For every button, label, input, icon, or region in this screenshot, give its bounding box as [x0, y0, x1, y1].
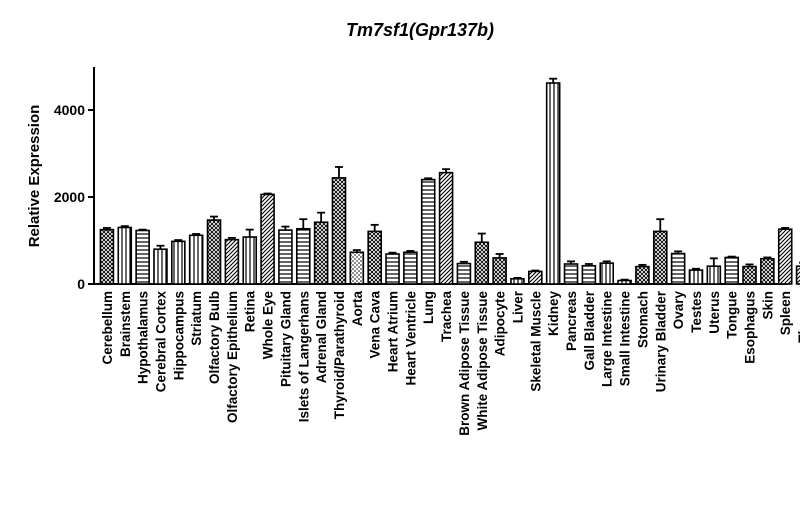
- bar: [331, 177, 347, 285]
- bar: [545, 82, 561, 285]
- bar: [295, 227, 311, 285]
- category-label: Small Intestine: [618, 291, 633, 387]
- category-label: Stomach: [635, 291, 650, 348]
- bar: [563, 263, 579, 285]
- category-label: Hypothalamus: [136, 291, 151, 384]
- bar: [492, 257, 507, 285]
- category-label: Uterus: [707, 291, 722, 334]
- y-tick-label: 2000: [54, 189, 85, 205]
- category-label: Retina: [243, 291, 258, 333]
- category-label: Islets of Langerhans: [296, 291, 311, 422]
- bar: [260, 193, 275, 285]
- category-label: Thyroid/Parathyroid: [332, 291, 347, 419]
- chart-title: Tm7sf1(Gpr137b): [345, 20, 495, 40]
- bar: [688, 269, 704, 285]
- category-label: Large Intestine: [600, 291, 615, 388]
- y-axis-label: Relative Expression: [26, 105, 43, 248]
- category-label: Striatum: [189, 291, 204, 346]
- category-label: Hippocampus: [171, 291, 186, 380]
- category-label: Tongue: [725, 291, 740, 339]
- bar: [349, 251, 365, 285]
- category-label: Lung: [421, 291, 436, 324]
- bar: [724, 256, 739, 285]
- category-label: Vena Cava: [368, 291, 383, 359]
- category-label: Skin: [760, 291, 775, 320]
- bar: [599, 262, 615, 285]
- bar: [510, 277, 525, 285]
- category-label: Esophagus: [743, 291, 758, 364]
- category-label: Spleen: [778, 291, 793, 335]
- category-label: Kidney: [546, 291, 561, 337]
- category-label: Pancreas: [564, 291, 579, 351]
- category-label: Pituitary Gland: [278, 291, 293, 387]
- bar: [278, 229, 293, 285]
- bar: [635, 265, 650, 285]
- bar: [474, 241, 490, 285]
- category-label: Skeletal Muscle: [528, 291, 543, 392]
- category-label: Ovary: [671, 291, 686, 330]
- y-tick-label: 0: [77, 276, 85, 292]
- category-label: Gall Bladder: [582, 290, 597, 370]
- category-label: Adrenal Gland: [314, 291, 329, 383]
- bar: [367, 230, 382, 285]
- bar: [313, 221, 329, 285]
- category-label: Heart Atrium: [386, 291, 401, 372]
- bar: [403, 251, 418, 285]
- bar: [706, 265, 722, 285]
- bar: [385, 253, 400, 285]
- bar: [670, 252, 686, 285]
- bar: [188, 234, 204, 285]
- category-label: Testes: [689, 291, 704, 333]
- bar: [528, 270, 543, 285]
- bar: [135, 229, 150, 285]
- bar: [742, 265, 757, 285]
- bar: [795, 265, 800, 285]
- category-label: White Adipose Tissue: [475, 291, 490, 431]
- bar: [420, 178, 436, 285]
- bar: [617, 279, 632, 285]
- bar: [581, 264, 597, 285]
- category-label: Thymus: [796, 291, 800, 343]
- bar: [224, 238, 240, 285]
- category-label: Trachea: [439, 291, 454, 343]
- category-label: Cerebral Cortex: [153, 291, 168, 393]
- bar: [242, 236, 258, 285]
- bar: [652, 230, 668, 285]
- category-label: Cerebellum: [100, 291, 115, 365]
- category-label: Olfactory Epithelium: [225, 291, 240, 423]
- category-label: Heart Ventricle: [403, 291, 418, 386]
- category-label: Brainstem: [118, 291, 133, 357]
- bar: [438, 171, 454, 285]
- category-label: Brown Adipose Tissue: [457, 291, 472, 436]
- bar: [206, 219, 222, 285]
- category-label: Urinary Bladder: [653, 290, 668, 392]
- category-label: Aorta: [350, 291, 365, 327]
- category-label: Whole Eye: [261, 291, 276, 360]
- bar: [760, 257, 775, 285]
- category-label: Adipocyte: [493, 291, 508, 357]
- bar: [777, 228, 793, 285]
- bar: [456, 262, 472, 285]
- bar: [117, 226, 133, 285]
- category-label: Liver: [510, 290, 525, 323]
- bar: [99, 228, 115, 285]
- category-label: Olfactory Bulb: [207, 291, 222, 384]
- bar: [171, 240, 186, 285]
- y-tick-label: 4000: [54, 102, 85, 118]
- bar: [153, 248, 168, 285]
